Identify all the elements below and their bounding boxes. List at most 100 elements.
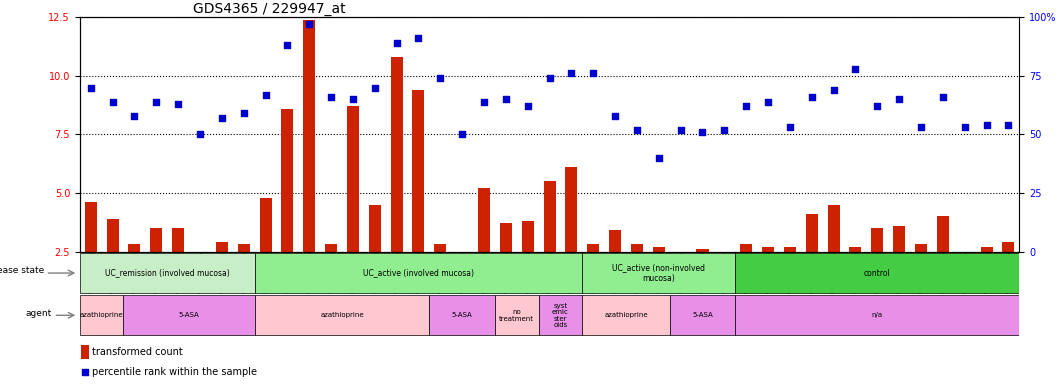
- Point: [322, 94, 339, 100]
- Point: [279, 42, 296, 48]
- Bar: [544, 181, 555, 252]
- Bar: [434, 245, 446, 252]
- Bar: [129, 245, 140, 252]
- Point: [978, 122, 995, 128]
- Text: UC_active (involved mucosa): UC_active (involved mucosa): [363, 268, 473, 278]
- Bar: [631, 245, 643, 252]
- Bar: [735, 295, 1019, 335]
- Bar: [106, 219, 118, 252]
- Point: [716, 127, 733, 133]
- Text: transformed count: transformed count: [92, 347, 182, 357]
- Point: [257, 91, 275, 98]
- Text: azathioprine: azathioprine: [604, 312, 648, 318]
- Text: azathioprine: azathioprine: [320, 312, 364, 318]
- Point: [301, 21, 318, 27]
- Bar: [893, 226, 905, 252]
- Text: 5-ASA: 5-ASA: [179, 312, 199, 318]
- Point: [453, 131, 470, 137]
- Point: [891, 96, 908, 103]
- Point: [781, 124, 798, 131]
- Point: [563, 70, 580, 76]
- Point: [148, 99, 165, 105]
- Bar: [150, 228, 163, 252]
- Point: [235, 110, 252, 116]
- Text: azathioprine: azathioprine: [80, 312, 123, 318]
- Bar: [653, 247, 665, 252]
- Point: [476, 99, 493, 105]
- Bar: [85, 202, 97, 252]
- Bar: [587, 245, 599, 252]
- Text: GDS4365 / 229947_at: GDS4365 / 229947_at: [193, 2, 345, 16]
- Point: [126, 113, 143, 119]
- Bar: [495, 295, 538, 335]
- Point: [672, 127, 689, 133]
- Bar: [390, 57, 402, 252]
- Point: [957, 124, 974, 131]
- Bar: [347, 106, 359, 252]
- Bar: [735, 253, 1019, 293]
- Bar: [303, 20, 315, 252]
- Point: [760, 99, 777, 105]
- Bar: [915, 245, 927, 252]
- Bar: [697, 249, 709, 252]
- Bar: [80, 295, 123, 335]
- Text: 5-ASA: 5-ASA: [452, 312, 472, 318]
- Text: syst
emic
ster
oids: syst emic ster oids: [552, 303, 569, 328]
- Bar: [828, 205, 839, 252]
- Text: UC_remission (involved mucosa): UC_remission (involved mucosa): [105, 268, 230, 278]
- Point: [366, 84, 383, 91]
- Bar: [254, 295, 430, 335]
- Point: [82, 84, 99, 91]
- Bar: [80, 253, 254, 293]
- Bar: [741, 245, 752, 252]
- Bar: [582, 253, 735, 293]
- Point: [585, 70, 602, 76]
- Bar: [254, 253, 582, 293]
- Point: [737, 103, 754, 109]
- Point: [650, 155, 667, 161]
- Bar: [521, 221, 534, 252]
- Point: [847, 66, 864, 72]
- Bar: [260, 198, 271, 252]
- Point: [825, 87, 842, 93]
- Point: [385, 281, 402, 287]
- Bar: [936, 217, 949, 252]
- Bar: [849, 247, 862, 252]
- Point: [606, 113, 624, 119]
- Bar: [81, 345, 89, 359]
- Bar: [784, 247, 796, 252]
- Bar: [326, 245, 337, 252]
- Bar: [669, 295, 735, 335]
- Point: [934, 94, 951, 100]
- Text: no
treatment: no treatment: [499, 309, 534, 321]
- Bar: [538, 295, 582, 335]
- Bar: [1002, 242, 1014, 252]
- Bar: [582, 295, 669, 335]
- Bar: [281, 109, 294, 252]
- Point: [388, 40, 405, 46]
- Point: [432, 75, 449, 81]
- Bar: [216, 242, 228, 252]
- Text: agent: agent: [26, 309, 52, 318]
- Point: [104, 99, 121, 105]
- Bar: [762, 247, 774, 252]
- Text: percentile rank within the sample: percentile rank within the sample: [92, 367, 256, 377]
- Point: [869, 103, 886, 109]
- Bar: [123, 295, 254, 335]
- Point: [345, 96, 362, 103]
- Point: [213, 115, 230, 121]
- Bar: [172, 228, 184, 252]
- Bar: [369, 205, 381, 252]
- Bar: [565, 167, 578, 252]
- Text: 5-ASA: 5-ASA: [692, 312, 713, 318]
- Bar: [430, 295, 495, 335]
- Bar: [981, 247, 993, 252]
- Bar: [478, 188, 491, 252]
- Point: [629, 127, 646, 133]
- Bar: [871, 228, 883, 252]
- Bar: [500, 223, 512, 252]
- Bar: [805, 214, 818, 252]
- Bar: [609, 230, 621, 252]
- Bar: [237, 245, 250, 252]
- Bar: [675, 252, 686, 256]
